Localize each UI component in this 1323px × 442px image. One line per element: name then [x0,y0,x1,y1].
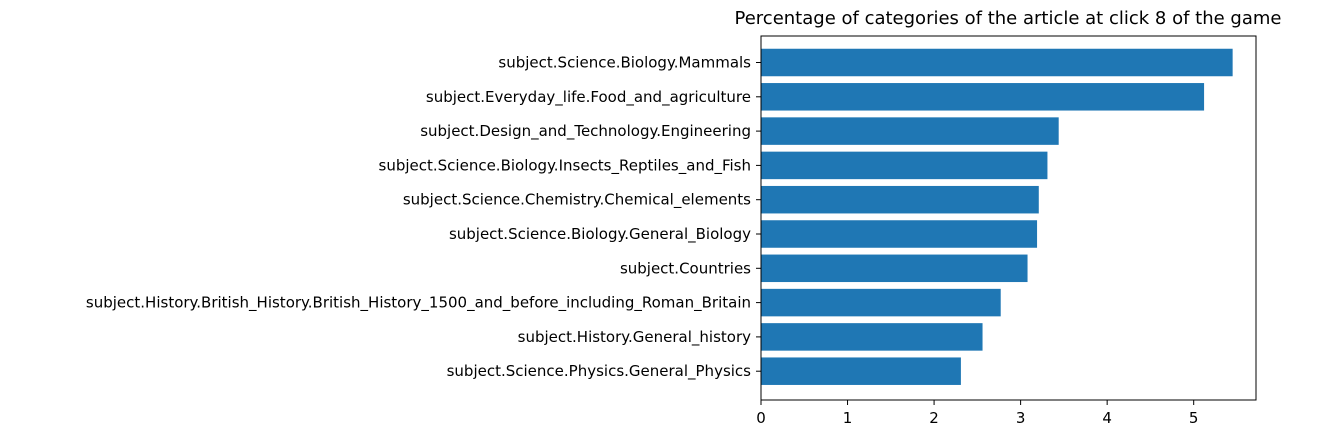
y-tick-label: subject.Science.Physics.General_Physics [447,362,752,381]
x-tick-label: 3 [1016,409,1026,427]
y-tick-label: subject.History.General_history [518,328,751,347]
x-tick-label: 4 [1102,409,1112,427]
y-tick-label: subject.History.British_History.British_… [86,294,751,313]
bar-10 [761,357,961,385]
y-tick-label: subject.Science.Biology.General_Biology [449,225,751,244]
x-tick-label: 5 [1189,409,1199,427]
bar-8 [761,288,1001,317]
bar-1 [761,48,1233,77]
y-tick-label: subject.Countries [620,259,751,277]
y-tick-label: subject.Everyday_life.Food_and_agricultu… [426,88,751,107]
x-tick-label: 1 [843,409,853,427]
x-tick-label: 0 [756,409,766,427]
bar-5 [761,185,1039,214]
bar-2 [761,83,1205,111]
chart-title: Percentage of categories of the article … [735,8,1282,29]
bar-6 [761,220,1038,248]
bar-9 [761,323,983,351]
y-tick-label: subject.Science.Chemistry.Chemical_eleme… [403,191,751,210]
plot-area: subject.Science.Biology.Mammals subject.E… [86,35,1257,427]
bar-7 [761,254,1028,283]
x-tick-label: 2 [929,409,939,427]
bar-3 [761,117,1059,145]
y-tick-label: subject.Design_and_Technology.Engineerin… [420,122,751,141]
y-tick-label: subject.Science.Biology.Insects_Reptiles… [379,156,751,175]
y-tick-label: subject.Science.Biology.Mammals [498,54,751,72]
axes-frame [760,35,1257,401]
bar-4 [761,151,1048,180]
